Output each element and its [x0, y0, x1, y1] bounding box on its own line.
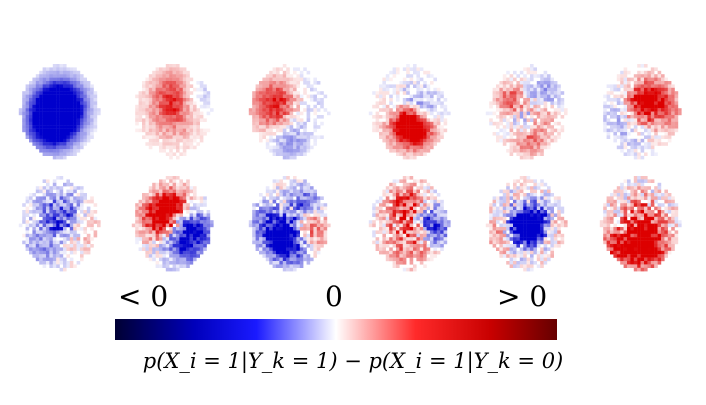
heatmap-panel-10 [368, 176, 451, 272]
heatmap-panel-6 [603, 64, 682, 160]
colorbar-gradient [115, 319, 557, 340]
heatmap-panel-2 [135, 64, 214, 160]
colorbar [115, 319, 557, 340]
colorbar-label: p(X_i = 1|Y_k = 1) − p(X_i = 1|Y_k = 0) [142, 349, 564, 373]
heatmap-panel-1 [18, 64, 101, 160]
heatmap-panel-4 [368, 64, 451, 160]
heatmap-panel-11 [485, 176, 568, 272]
heatmap-panel-5 [485, 64, 568, 160]
heatmap-panel-3 [248, 64, 331, 160]
heatmap-grid [18, 64, 682, 272]
heatmap-panel-9 [248, 176, 331, 272]
heatmap-panel-7 [18, 176, 101, 272]
heatmap-panel-8 [131, 176, 214, 272]
colorbar-tick-zero: 0 [325, 280, 343, 313]
colorbar-tick-positive: > 0 [497, 280, 548, 313]
heatmap-panel-12 [599, 176, 682, 272]
colorbar-tick-negative: < 0 [118, 280, 169, 313]
